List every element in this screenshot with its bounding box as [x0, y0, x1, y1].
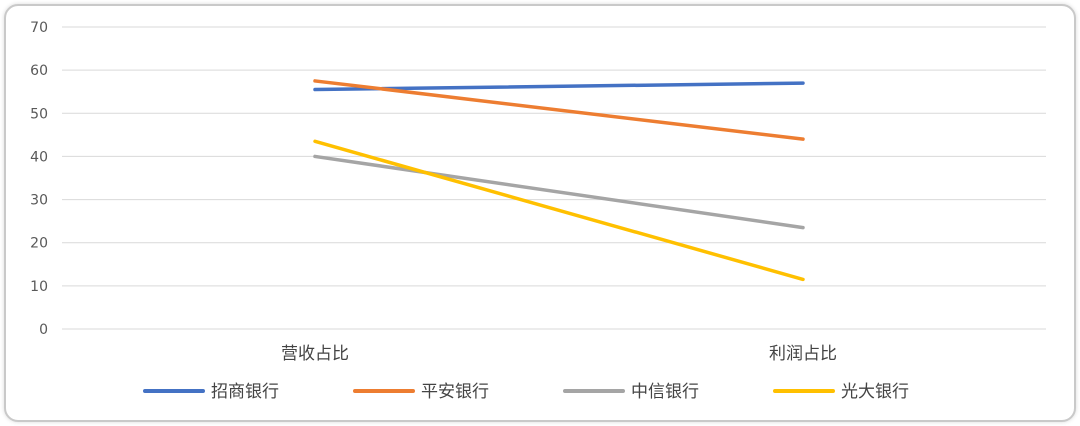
x-category-label: 营收占比	[281, 344, 349, 364]
x-category-label: 利润占比	[769, 344, 837, 364]
legend: 招商银行 平安银行 中信银行 光大银行	[143, 382, 909, 402]
x-axis-labels: 营收占比 利润占比	[281, 344, 837, 364]
legend-label: 平安银行	[421, 382, 489, 402]
series-line-0	[313, 81, 805, 92]
legend-label: 光大银行	[841, 382, 909, 402]
y-tick-label: 30	[30, 193, 48, 209]
y-tick-label: 70	[30, 20, 48, 36]
series-line-2	[313, 154, 805, 230]
series-line-1	[313, 79, 805, 141]
series-lines	[313, 79, 805, 282]
y-tick-label: 10	[30, 279, 48, 295]
y-tick-label: 0	[39, 322, 48, 338]
y-tick-label: 50	[30, 106, 48, 122]
legend-label: 中信银行	[631, 382, 699, 402]
series-line-3	[313, 139, 805, 282]
y-tick-label: 40	[30, 149, 48, 165]
legend-label: 招商银行	[211, 382, 279, 402]
chart-frame	[4, 4, 1076, 422]
y-tick-label: 20	[30, 236, 48, 252]
gridlines	[62, 26, 1046, 330]
y-tick-label: 60	[30, 63, 48, 79]
y-axis-ticks: 0 10 20 30 40 50 60 70	[30, 20, 48, 338]
